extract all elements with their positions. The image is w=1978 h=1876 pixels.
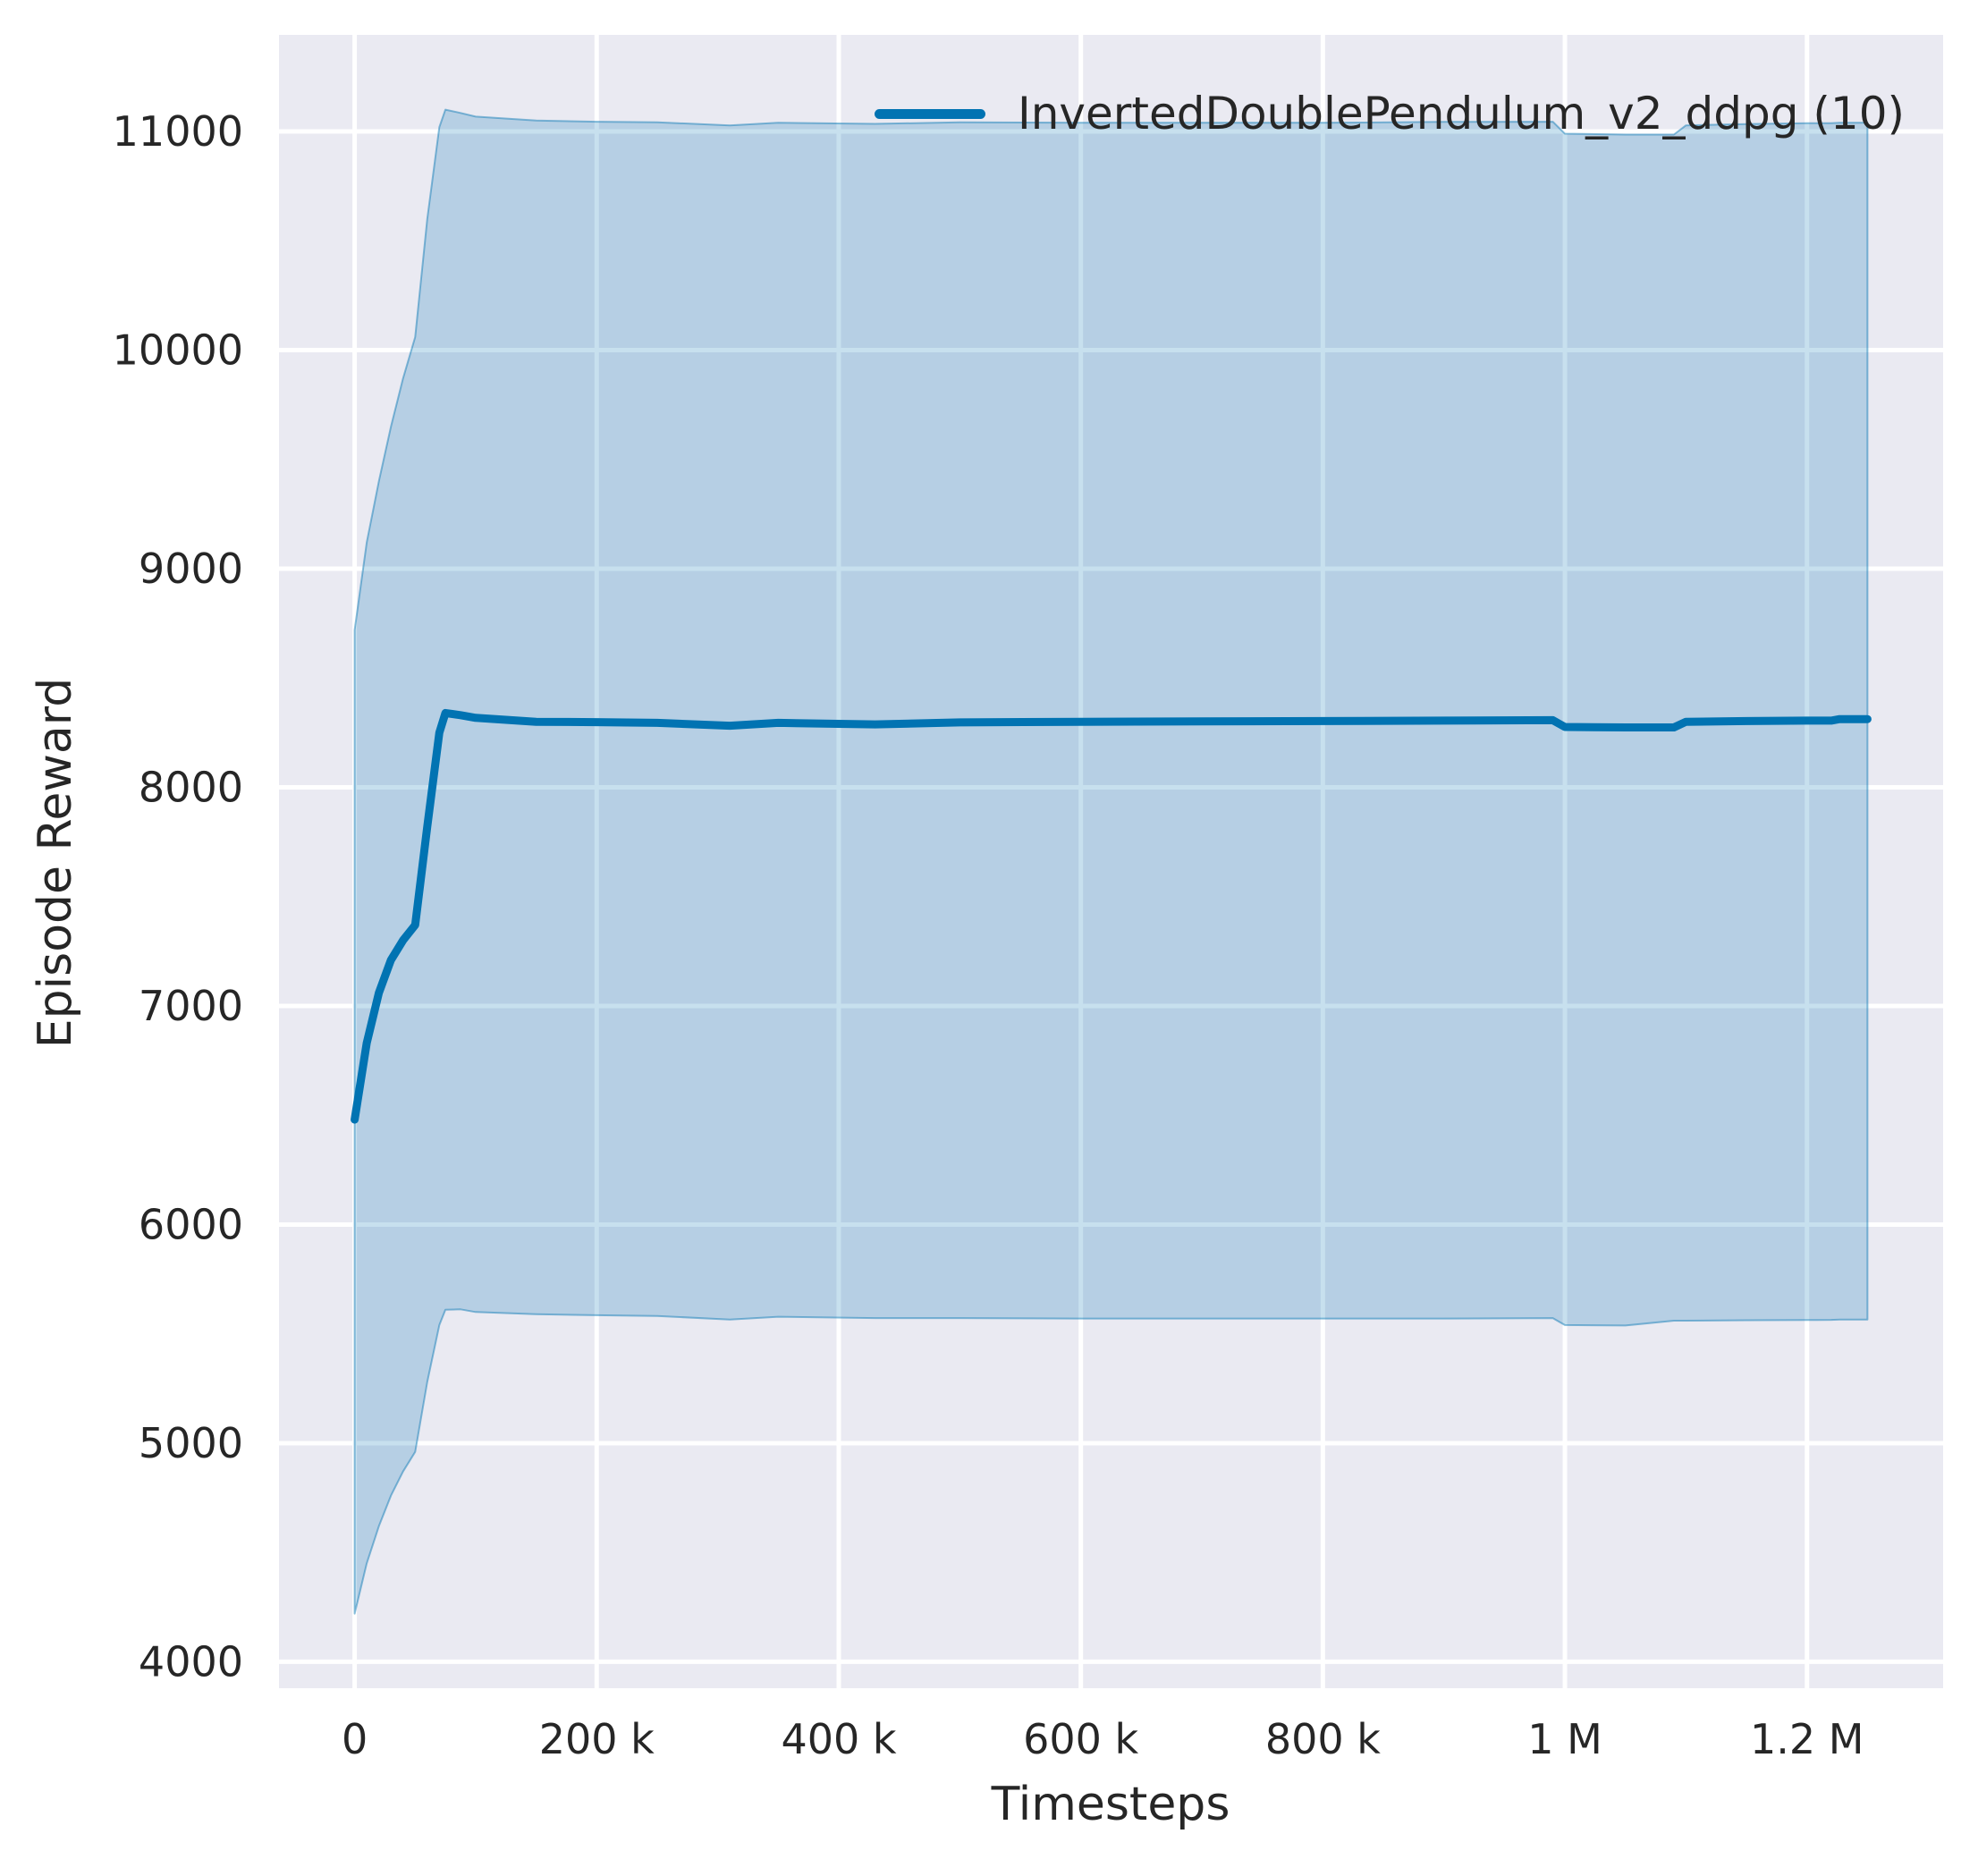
x-tick-label: 200 k bbox=[539, 1715, 655, 1763]
y-tick-label: 7000 bbox=[139, 982, 243, 1030]
x-tick-label: 0 bbox=[342, 1715, 368, 1763]
x-tick-label: 400 k bbox=[781, 1715, 896, 1763]
plot-area bbox=[279, 35, 1943, 1688]
y-tick-label: 4000 bbox=[139, 1637, 243, 1686]
y-tick-label: 10000 bbox=[113, 326, 243, 375]
x-tick-label: 1.2 M bbox=[1750, 1715, 1864, 1763]
legend-entry-label: InvertedDoublePendulum_v2_ddpg (10) bbox=[1018, 88, 1906, 139]
x-tick-label: 600 k bbox=[1023, 1715, 1138, 1763]
y-tick-label: 6000 bbox=[139, 1200, 243, 1248]
y-tick-label: 11000 bbox=[113, 107, 243, 156]
mean-line bbox=[351, 708, 1872, 1124]
y-tick-label: 5000 bbox=[139, 1419, 243, 1467]
confidence-band bbox=[353, 108, 1869, 1615]
y-tick-label: 9000 bbox=[139, 545, 243, 593]
legend: InvertedDoublePendulum_v2_ddpg (10) bbox=[875, 88, 1906, 139]
x-tick-label: 1 M bbox=[1527, 1715, 1602, 1763]
x-tick-label: 800 k bbox=[1265, 1715, 1381, 1763]
y-tick-label: 8000 bbox=[139, 763, 243, 811]
legend-line-swatch bbox=[875, 108, 985, 119]
